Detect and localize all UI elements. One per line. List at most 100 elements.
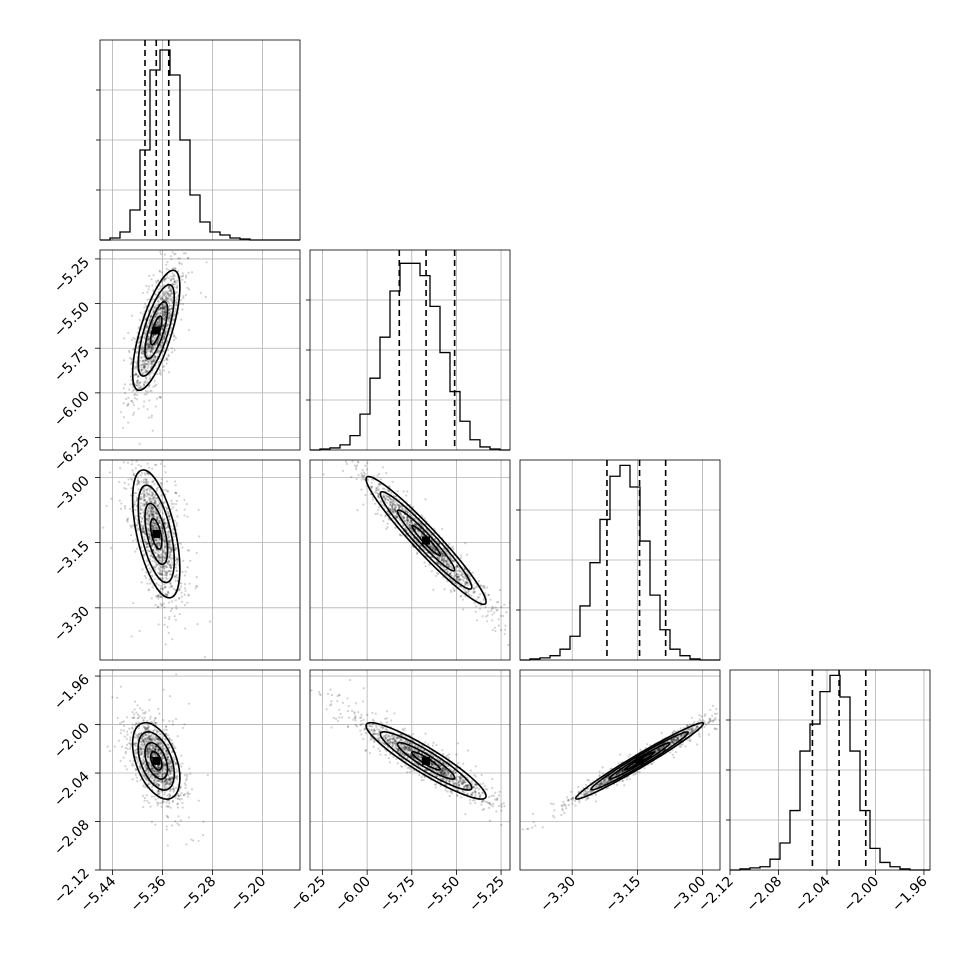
sample-point (390, 505, 394, 508)
sample-point (166, 348, 170, 351)
sample-point (157, 793, 160, 796)
sample-point (175, 298, 179, 301)
panel-content (100, 670, 300, 870)
sample-point (162, 537, 165, 540)
sample-point (130, 487, 133, 490)
sample-point (151, 555, 154, 558)
sample-point (148, 345, 151, 349)
sample-point (159, 252, 163, 255)
sample-point (149, 497, 152, 500)
sample-point (442, 559, 445, 562)
sample-point (144, 540, 148, 544)
sample-point (163, 606, 166, 609)
sample-point (169, 550, 172, 553)
sample-point (151, 480, 154, 483)
sample-point (162, 719, 165, 722)
sample-point (144, 541, 147, 544)
sample-point (149, 389, 152, 392)
sample-point (152, 357, 155, 361)
sample-point (415, 552, 419, 555)
sample-point (144, 764, 147, 768)
sample-point (163, 307, 166, 310)
sample-point (171, 723, 174, 726)
sample-point (141, 744, 145, 748)
sample-point (161, 576, 164, 580)
sample-point (146, 343, 149, 346)
sample-point (148, 506, 151, 510)
sample-point (156, 339, 160, 342)
sample-point (154, 747, 157, 751)
sample-point (164, 778, 167, 781)
sample-point (457, 575, 460, 579)
sample-point (145, 495, 148, 498)
panel-frame (99, 249, 301, 451)
sample-point (121, 426, 125, 429)
sample-point (168, 307, 171, 311)
sample-point (450, 574, 453, 577)
sample-point (162, 534, 165, 537)
sample-point (498, 589, 502, 592)
sample-point (160, 298, 163, 301)
sample-point (456, 578, 459, 581)
sample-point (565, 684, 567, 686)
sample-point (139, 779, 142, 782)
sample-point (133, 397, 136, 400)
sample-point (132, 472, 135, 475)
sample-point (133, 338, 137, 341)
sample-point (151, 308, 155, 311)
sample-point (181, 308, 184, 311)
sample-point (122, 461, 126, 464)
sample-point (144, 389, 148, 393)
sample-point (165, 358, 168, 361)
sample-point (161, 754, 164, 757)
sample-point (167, 545, 171, 548)
sample-point (137, 374, 140, 378)
sample-point (382, 495, 386, 499)
sample-point (144, 478, 148, 482)
sample-point (159, 298, 162, 301)
sample-point (170, 548, 173, 551)
sample-point (162, 757, 165, 760)
sample-point (168, 542, 171, 546)
sample-point (118, 423, 120, 425)
sample-point (392, 499, 395, 502)
sample-point (110, 497, 113, 500)
sample-point (388, 496, 391, 499)
sample-point (173, 313, 176, 316)
sample-point (420, 533, 423, 536)
sample-point (148, 354, 152, 357)
sample-point (146, 390, 149, 393)
sample-point (144, 363, 147, 366)
sample-point (175, 566, 178, 569)
sample-point (173, 480, 177, 483)
sample-point (477, 596, 480, 599)
sample-point (457, 578, 461, 581)
sample-point (162, 531, 165, 534)
sample-point (127, 349, 131, 352)
sample-point (156, 518, 159, 522)
sample-point (163, 279, 166, 282)
sample-point (376, 485, 380, 488)
sample-point (414, 522, 417, 525)
sample-point (467, 593, 471, 596)
sample-point (167, 761, 170, 764)
sample-point (152, 346, 155, 349)
sample-point (140, 369, 143, 372)
sample-point (136, 482, 139, 485)
sample-point (143, 532, 147, 535)
sample-point (161, 768, 164, 771)
sample-point (162, 771, 166, 774)
sample-point (400, 505, 403, 508)
sample-point (147, 365, 150, 368)
sample-point (153, 524, 156, 527)
sample-point (386, 522, 389, 525)
sample-point (171, 506, 175, 509)
sample-point (441, 552, 444, 555)
sample-point (150, 513, 153, 516)
histogram-panel-2 (516, 459, 721, 661)
sample-point (143, 496, 146, 499)
sample-point (150, 768, 153, 771)
sample-point (398, 533, 401, 536)
sample-point (147, 756, 150, 759)
sample-point (450, 566, 453, 569)
